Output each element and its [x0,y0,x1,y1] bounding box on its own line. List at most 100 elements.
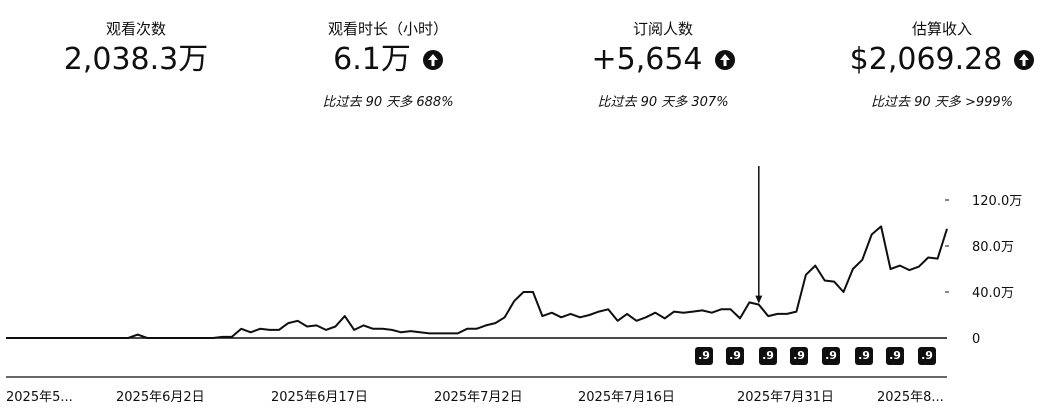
data-point[interactable] [738,316,742,320]
data-point[interactable] [945,227,949,231]
data-point[interactable] [503,315,507,319]
data-point[interactable] [173,336,177,340]
data-point[interactable] [804,273,808,277]
data-point[interactable] [512,299,516,303]
data-point[interactable] [108,336,112,340]
data-point[interactable] [98,336,102,340]
series-line[interactable] [6,225,948,339]
data-point[interactable] [70,336,74,340]
data-point[interactable] [635,319,639,323]
data-point[interactable] [23,336,27,340]
data-point[interactable] [550,311,554,315]
data-point[interactable] [202,336,206,340]
data-point[interactable] [475,327,479,331]
event-badge[interactable]: .9 [822,347,840,365]
data-point[interactable] [785,312,789,316]
data-point[interactable] [465,327,469,331]
data-point[interactable] [4,336,8,340]
data-point[interactable] [333,325,337,329]
data-point[interactable] [446,331,450,335]
data-point[interactable] [587,313,591,317]
data-point[interactable] [136,333,140,337]
data-point[interactable] [155,336,159,340]
event-badge[interactable]: .9 [918,347,936,365]
data-point[interactable] [380,327,384,331]
data-point[interactable] [606,307,610,311]
data-point[interactable] [776,312,780,316]
data-point[interactable] [710,311,714,315]
data-point[interactable] [484,323,488,327]
data-point[interactable] [851,267,855,271]
data-point[interactable] [813,264,817,268]
data-point[interactable] [249,330,253,334]
data-point[interactable] [32,336,36,340]
metric-subscribers[interactable]: 订阅人数 +5,654 比过去 90 天多 307% [543,0,783,112]
data-point[interactable] [823,279,827,283]
data-point[interactable] [597,310,601,314]
data-point[interactable] [493,321,497,325]
data-point[interactable] [324,328,328,332]
data-point[interactable] [409,329,413,333]
data-point[interactable] [268,328,272,332]
data-point[interactable] [164,336,168,340]
data-point[interactable] [578,315,582,319]
data-point[interactable] [682,311,686,315]
data-point[interactable] [117,336,121,340]
data-point[interactable] [352,328,356,332]
data-point[interactable] [418,330,422,334]
data-point[interactable] [277,328,281,332]
data-point[interactable] [860,258,864,262]
data-point[interactable] [456,331,460,335]
data-point[interactable] [79,336,83,340]
data-point[interactable] [842,290,846,294]
data-point[interactable] [522,290,526,294]
event-badge[interactable]: .9 [695,347,713,365]
data-point[interactable] [531,290,535,294]
data-point[interactable] [757,303,761,307]
data-point[interactable] [343,314,347,318]
data-point[interactable] [427,331,431,335]
event-badge[interactable]: .9 [855,347,873,365]
data-point[interactable] [616,319,620,323]
data-point[interactable] [644,315,648,319]
data-point[interactable] [51,336,55,340]
data-point[interactable] [936,257,940,261]
data-point[interactable] [192,336,196,340]
data-point[interactable] [907,268,911,272]
data-point[interactable] [559,315,563,319]
data-point[interactable] [399,330,403,334]
data-point[interactable] [89,336,93,340]
metric-watch-time[interactable]: 观看时长（小时） 6.1万 比过去 90 天多 688% [268,0,508,112]
event-badge[interactable]: .9 [759,347,777,365]
data-point[interactable] [766,314,770,318]
data-point[interactable] [286,321,290,325]
data-point[interactable] [653,311,657,315]
metric-revenue[interactable]: 估算收入 $2,069.28 比过去 90 天多 >999% [822,0,1051,112]
data-point[interactable] [889,267,893,271]
data-point[interactable] [230,335,234,339]
data-point[interactable] [13,336,17,340]
data-point[interactable] [220,335,224,339]
data-point[interactable] [898,264,902,268]
data-point[interactable] [672,310,676,314]
data-point[interactable] [315,323,319,327]
data-point[interactable] [437,331,441,335]
data-point[interactable] [917,265,921,269]
event-badge[interactable]: .9 [790,347,808,365]
data-point[interactable] [794,310,798,314]
data-point[interactable] [211,336,215,340]
data-point[interactable] [371,327,375,331]
data-point[interactable] [700,308,704,312]
data-point[interactable] [625,312,629,316]
data-point[interactable] [61,336,65,340]
data-point[interactable] [870,233,874,237]
data-point[interactable] [926,256,930,260]
data-point[interactable] [296,319,300,323]
data-point[interactable] [832,280,836,284]
data-point[interactable] [879,224,883,228]
data-point[interactable] [145,336,149,340]
data-point[interactable] [258,327,262,331]
data-point[interactable] [719,307,723,311]
data-point[interactable] [126,336,130,340]
